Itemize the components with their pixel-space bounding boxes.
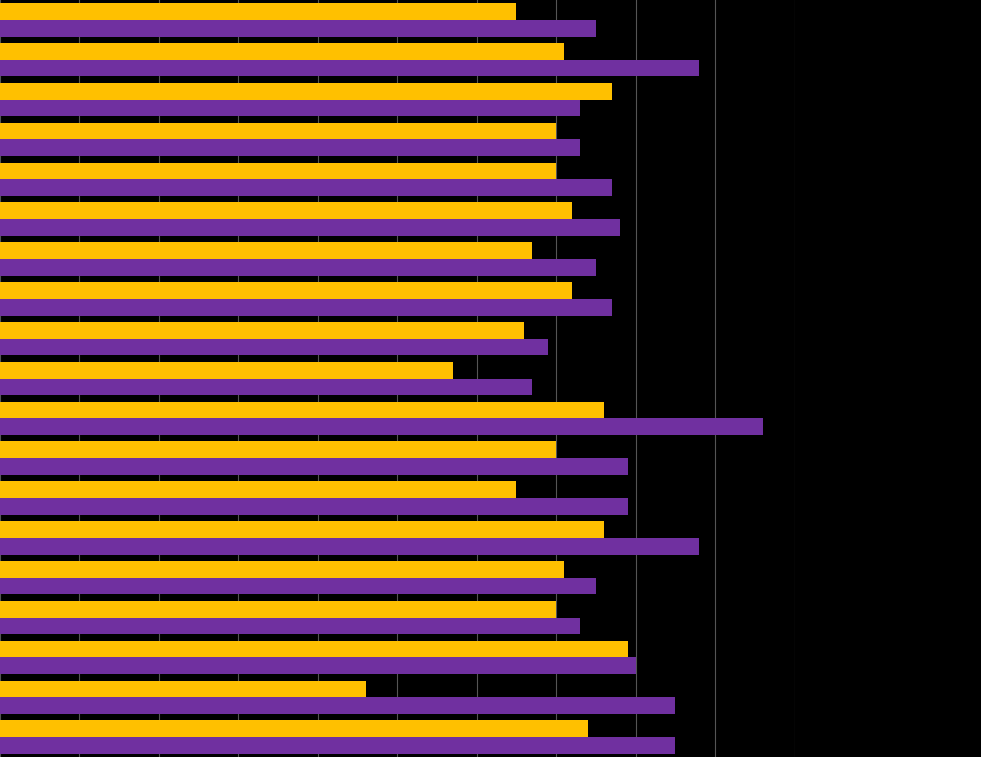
- Bar: [0, 378, 533, 395]
- Bar: [0, 299, 612, 316]
- Bar: [0, 697, 675, 714]
- Bar: [0, 123, 556, 139]
- Bar: [0, 419, 763, 435]
- Bar: [0, 657, 636, 674]
- Bar: [0, 259, 596, 276]
- Bar: [0, 139, 580, 156]
- Bar: [0, 498, 628, 515]
- Bar: [0, 458, 628, 475]
- Bar: [0, 20, 596, 36]
- Bar: [0, 362, 453, 378]
- Bar: [0, 219, 620, 236]
- Bar: [0, 681, 366, 697]
- Bar: [0, 561, 564, 578]
- Bar: [0, 83, 612, 100]
- Bar: [0, 737, 675, 754]
- Bar: [0, 163, 556, 179]
- Bar: [0, 179, 612, 196]
- Bar: [0, 338, 548, 355]
- Bar: [0, 618, 580, 634]
- Bar: [0, 282, 572, 299]
- Bar: [0, 60, 699, 76]
- Bar: [0, 578, 596, 594]
- Bar: [0, 43, 564, 60]
- Bar: [0, 3, 516, 20]
- Bar: [0, 601, 556, 618]
- Bar: [0, 481, 516, 498]
- Bar: [0, 202, 572, 219]
- Bar: [0, 402, 604, 419]
- Bar: [0, 100, 580, 117]
- Bar: [0, 538, 699, 555]
- Bar: [0, 242, 533, 259]
- Bar: [0, 640, 628, 657]
- Bar: [0, 721, 588, 737]
- Bar: [0, 521, 604, 538]
- Bar: [0, 322, 525, 338]
- Bar: [0, 441, 556, 458]
